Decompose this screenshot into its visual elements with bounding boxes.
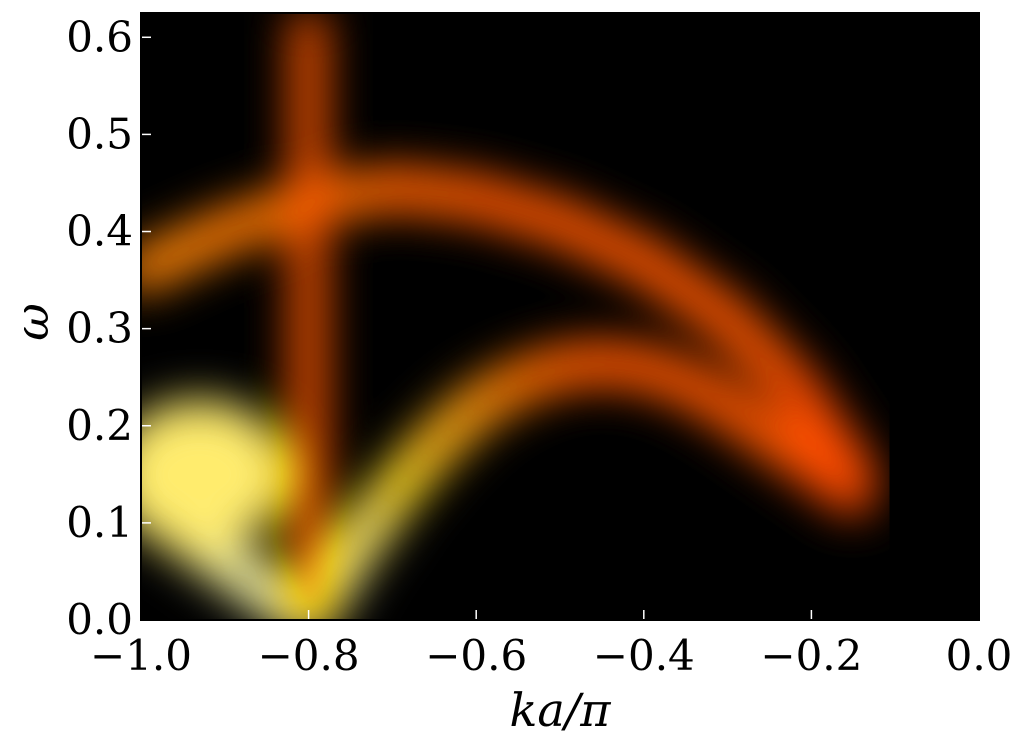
plot-background xyxy=(141,13,979,620)
x-tick-label: −0.2 xyxy=(760,631,862,680)
y-tick-label: 0.4 xyxy=(66,207,133,256)
y-tick-label: 0.1 xyxy=(66,498,133,547)
y-axis-ticks: 0.0 0.1 0.2 0.3 0.4 0.5 0.6 xyxy=(66,12,151,644)
intensity-layer xyxy=(141,13,876,620)
y-tick-label: 0.5 xyxy=(66,109,133,158)
y-axis-label: ω xyxy=(5,303,59,341)
band-segment xyxy=(772,364,876,497)
x-tick-label: −1.0 xyxy=(90,631,192,680)
y-tick-label: 0.2 xyxy=(66,401,133,450)
plot-frame xyxy=(140,12,980,621)
x-tick-label: 0.0 xyxy=(946,631,1013,680)
x-tick-label: −0.8 xyxy=(258,631,360,680)
x-axis-ticks: −1.0 −0.8 −0.6 −0.4 −0.2 0.0 xyxy=(90,610,1012,680)
x-axis-label: ka/π xyxy=(509,683,611,737)
y-tick-label: 0.3 xyxy=(66,304,133,353)
y-tick-label: 0.0 xyxy=(66,595,133,644)
plot-area xyxy=(141,13,979,620)
x-tick-label: −0.4 xyxy=(593,631,695,680)
x-tick-label: −0.6 xyxy=(425,631,527,680)
intensity-blob xyxy=(141,399,290,550)
y-tick-label: 0.6 xyxy=(66,12,133,61)
